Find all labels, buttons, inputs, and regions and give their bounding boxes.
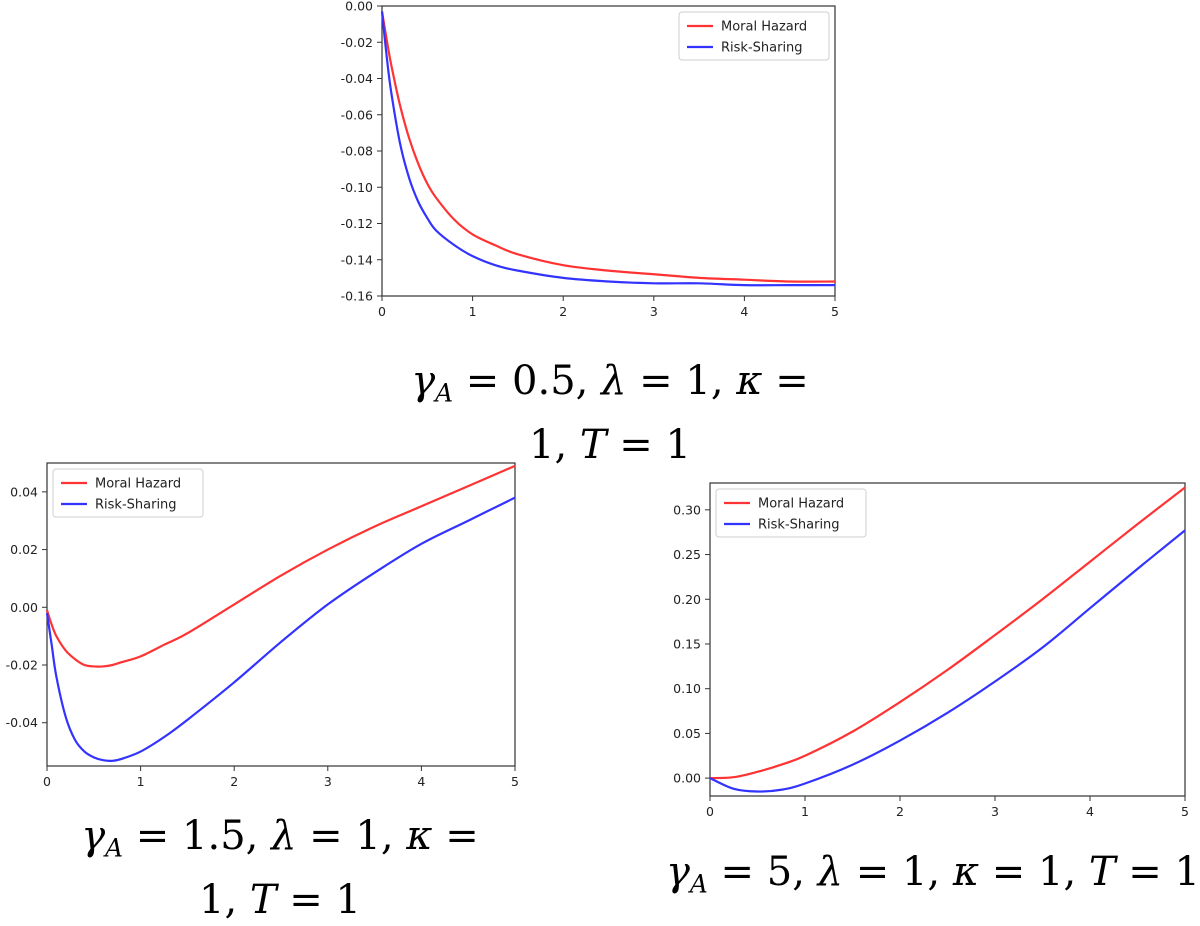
- chart1-x-tick-label: 1: [137, 774, 145, 789]
- chart2-y-tick-label: 0.10: [673, 681, 701, 696]
- chart0-series-risk-sharing: [380, 11, 835, 287]
- chart1-series-moral-hazard: [45, 464, 516, 668]
- chart2-x-tick-label: 5: [1181, 804, 1189, 819]
- chart-bottom-left: 0 1 2 3 4 5 0.04 0.02 0.00 -0.02 -0.04 Moral Hazard…: [6, 462, 519, 789]
- chart2-legend-label: Moral Hazard: [758, 497, 844, 512]
- caption-bottom-right: γA = 5, λ = 1, κ = 1, T = 1: [640, 846, 1200, 910]
- chart0-y-tick-label: -0.02: [341, 35, 373, 50]
- chart1-legend-box: [52, 468, 204, 518]
- chart1-x-tick-label: 5: [511, 774, 519, 789]
- chart1-x-tick-label: 0: [43, 774, 51, 789]
- chart0-y-tick-label: -0.14: [341, 252, 373, 267]
- chart2-y-tick-label: 0.15: [673, 636, 701, 651]
- chart0-series-moral-hazard: [380, 11, 836, 283]
- chart2-y-tick-label: 0.05: [673, 726, 701, 741]
- chart0-y-tick-label: -0.04: [341, 71, 373, 86]
- chart2-y-tick-label: 0.25: [673, 547, 701, 562]
- chart1-y-tick-label: 0.04: [10, 484, 38, 499]
- chart0-y-tick-label: 0.00: [345, 0, 373, 14]
- chart0-y-tick-label: -0.12: [341, 216, 373, 231]
- chart1-y-tick-label: -0.02: [6, 658, 38, 673]
- chart-bottom-right: 0 1 2 3 4 5 0.30 0.25 0.20 0.15 0.10 0.05 0.00 Moral …: [673, 482, 1189, 819]
- chart0-legend-label: Moral Hazard: [721, 20, 807, 35]
- chart1-series-risk-sharing: [45, 496, 516, 763]
- chart1-legend-label: Risk-Sharing: [95, 498, 177, 513]
- chart0-y-tick-label: -0.08: [341, 144, 373, 159]
- chart2-legend: Moral Hazard Risk-Sharing: [715, 488, 867, 538]
- caption-top-line1: γA = 0.5, λ = 1, κ =: [411, 358, 809, 408]
- chart2-x-tick-label: 2: [896, 804, 904, 819]
- chart0-legend-label: Risk-Sharing: [721, 41, 803, 56]
- chart2-plot-frame: [709, 482, 1186, 797]
- chart2-x-tick-label: 1: [801, 804, 809, 819]
- chart-top: 0 1 2 3 4 5 0.00 -0.02 -0.04 -0.06 -0.08 -0.10 -0.12…: [341, 0, 839, 319]
- chart0-x-tick-label: 0: [378, 304, 386, 319]
- chart2-legend-label: Risk-Sharing: [758, 518, 840, 533]
- chart0-y-tick-label: -0.06: [341, 107, 373, 122]
- chart1-legend-label: Moral Hazard: [95, 477, 181, 492]
- chart2-y-tick-label: 0.00: [673, 771, 701, 786]
- caption-bottom-left: γA = 1.5, λ = 1, κ = 1, T = 1: [30, 810, 530, 926]
- chart1-x-tick-label: 3: [324, 774, 332, 789]
- chart0-x-tick-label: 4: [740, 304, 748, 319]
- chart2-x-tick-label: 3: [991, 804, 999, 819]
- caption-bottom-left-line1: γA = 1.5, λ = 1, κ =: [81, 813, 479, 863]
- chart2-legend-box: [715, 488, 867, 538]
- chart1-y-tick-label: 0.00: [10, 600, 38, 615]
- chart0-x-tick-label: 3: [650, 304, 658, 319]
- chart0-x-tick-label: 5: [831, 304, 839, 319]
- chart2-y-tick-label: 0.30: [673, 502, 701, 517]
- caption-bottom-left-line2: 1, T = 1: [199, 877, 361, 924]
- chart0-y-tick-label: -0.10: [341, 180, 373, 195]
- chart1-legend: Moral Hazard Risk-Sharing: [52, 468, 204, 518]
- caption-top: γA = 0.5, λ = 1, κ = 1, T = 1: [360, 355, 860, 471]
- chart2-x-tick-label: 0: [706, 804, 714, 819]
- chart0-legend-box: [678, 11, 830, 61]
- chart2-series-moral-hazard: [709, 486, 1186, 780]
- chart1-x-tick-label: 2: [230, 774, 238, 789]
- chart2-x-tick-label: 4: [1086, 804, 1094, 819]
- chart1-y-tick-label: -0.04: [6, 715, 38, 730]
- chart0-y-tick-label: -0.16: [341, 289, 373, 304]
- caption-bottom-right-line1: γA = 5, λ = 1, κ = 1, T = 1: [666, 849, 1200, 899]
- caption-top-line2: 1, T = 1: [529, 422, 691, 469]
- chart2-series-risk-sharing: [709, 529, 1186, 793]
- chart0-x-tick-label: 1: [469, 304, 477, 319]
- chart0-legend: Moral Hazard Risk-Sharing: [678, 11, 830, 61]
- chart1-y-tick-label: 0.02: [10, 542, 38, 557]
- chart0-x-tick-label: 2: [559, 304, 567, 319]
- chart1-x-tick-label: 4: [417, 774, 425, 789]
- chart2-y-tick-label: 0.20: [673, 592, 701, 607]
